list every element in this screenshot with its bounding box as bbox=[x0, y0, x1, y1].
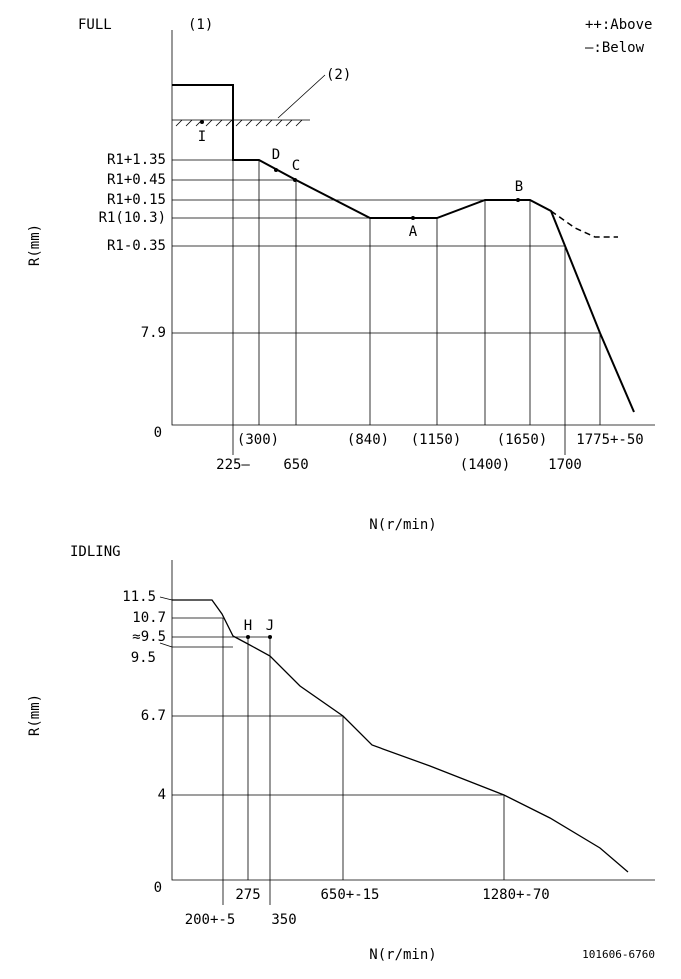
x-label: (1650) bbox=[497, 432, 548, 448]
mark: (1) bbox=[188, 17, 213, 33]
point-label: D bbox=[272, 147, 280, 163]
x-label: (1150) bbox=[411, 432, 462, 448]
points bbox=[200, 120, 520, 220]
point-label: C bbox=[292, 158, 300, 174]
y-label: 4 bbox=[158, 787, 166, 803]
y-label: 11.5 bbox=[122, 589, 156, 605]
x-axis-title: N(r/min) bbox=[369, 517, 436, 533]
dashed-curve bbox=[550, 210, 618, 238]
point-label: J bbox=[266, 618, 274, 634]
y-label: 10.7 bbox=[132, 610, 166, 626]
points bbox=[246, 635, 272, 639]
point-label: H bbox=[244, 618, 252, 634]
legend: ++:Above bbox=[585, 17, 652, 33]
axes bbox=[171, 560, 655, 881]
full-chart: FULL (1) ++:Above —:Below (2) I D C B A … bbox=[27, 17, 655, 533]
legend: —:Below bbox=[585, 40, 645, 56]
x-label: 200+-5 bbox=[185, 912, 236, 928]
y-label: 7.9 bbox=[141, 325, 166, 341]
point-label: I bbox=[198, 129, 206, 145]
x-label: 350 bbox=[271, 912, 296, 928]
mark: (2) bbox=[326, 67, 351, 83]
x-label: 225— bbox=[216, 457, 250, 473]
y-label: 9.5 bbox=[131, 650, 156, 666]
x-label: 1280+-70 bbox=[482, 887, 549, 903]
x-label: (1400) bbox=[460, 457, 511, 473]
x-axis-title: N(r/min) bbox=[369, 947, 436, 963]
title: FULL bbox=[78, 17, 112, 33]
y-axis-title: R(mm) bbox=[27, 694, 43, 736]
y-label: R1(10.3) bbox=[99, 210, 166, 226]
y-label: R1+0.15 bbox=[107, 192, 166, 208]
point-label: A bbox=[409, 224, 418, 240]
title: IDLING bbox=[70, 544, 121, 560]
x-label: 650 bbox=[283, 457, 308, 473]
full-curve bbox=[172, 84, 635, 413]
y-label: R1-0.35 bbox=[107, 238, 166, 254]
drawing-number: 101606-6760 bbox=[582, 948, 655, 961]
point-label: B bbox=[515, 179, 523, 195]
y-label: ≈9.5 bbox=[132, 629, 166, 645]
x-label: 275 bbox=[235, 887, 260, 903]
idling-chart: IDLING H J 11.5 10.7 ≈9.5 9.5 6.7 4 0 27… bbox=[27, 544, 655, 963]
stop-line bbox=[172, 74, 326, 127]
x-label: 1700 bbox=[548, 457, 582, 473]
y-label: 0 bbox=[154, 425, 162, 441]
axes bbox=[171, 30, 655, 426]
y-axis-title: R(mm) bbox=[27, 224, 43, 266]
y-label: R1+0.45 bbox=[107, 172, 166, 188]
x-label: (840) bbox=[347, 432, 389, 448]
guide-lines bbox=[172, 85, 601, 455]
y-label: R1+1.35 bbox=[107, 152, 166, 168]
y-label: 6.7 bbox=[141, 708, 166, 724]
x-label: (300) bbox=[237, 432, 279, 448]
idling-curve bbox=[172, 599, 629, 873]
x-label: 1775+-50 bbox=[576, 432, 643, 448]
y-label: 0 bbox=[154, 880, 162, 896]
guide-lines bbox=[159, 596, 505, 905]
x-label: 650+-15 bbox=[320, 887, 379, 903]
